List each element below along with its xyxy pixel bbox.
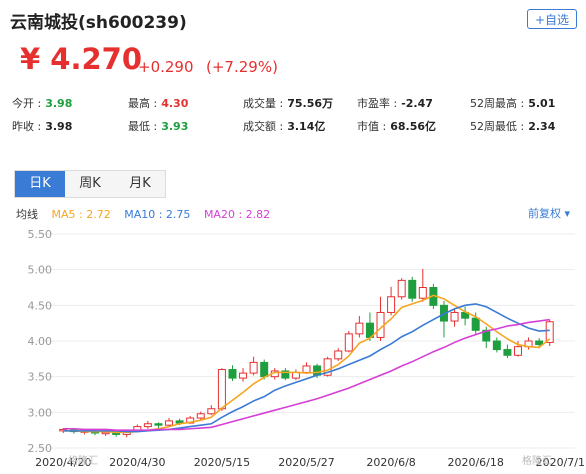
candle-body	[355, 322, 364, 335]
stat-item: 最低 :3.93	[128, 118, 188, 134]
candle-body	[249, 361, 258, 374]
candle-body	[281, 370, 290, 379]
stat-item: 最高 :4.30	[128, 95, 188, 111]
y-tick-label: 4.00	[28, 335, 53, 348]
add-watchlist-button[interactable]: +自选	[527, 9, 577, 29]
price-change-percent: (+7.29%)	[206, 58, 278, 76]
stat-label: 市值 :	[357, 120, 387, 133]
candle-body	[239, 372, 248, 379]
y-tick-label: 4.50	[28, 299, 53, 312]
candle-body	[334, 350, 343, 360]
candle-body	[143, 423, 152, 428]
candle-body	[217, 369, 226, 410]
candle-body	[302, 365, 311, 373]
stat-item: 成交额 :3.14亿	[243, 118, 325, 134]
stat-value: 3.98	[45, 120, 73, 133]
candle-body	[418, 287, 427, 299]
stat-label: 成交额 :	[243, 120, 284, 133]
stat-item: 市值 :68.56亿	[357, 118, 436, 134]
ma-label: 均线	[16, 208, 38, 221]
page-title: 云南城投(sh600239)	[10, 13, 187, 33]
ma-legend: 均线 MA5 : 2.72 MA10 : 2.75 MA20 : 2.82	[16, 206, 280, 222]
y-tick-label: 3.00	[28, 406, 53, 419]
stat-value: 5.01	[528, 97, 556, 110]
ma10-line	[63, 303, 550, 433]
candle-body	[408, 279, 417, 299]
stat-value: 75.56万	[287, 97, 333, 110]
stat-item: 昨收 :3.98	[12, 118, 72, 134]
watermark-right: 格隆汇	[522, 456, 552, 467]
y-tick-label: 5.50	[28, 228, 53, 241]
y-tick-label: 3.50	[28, 371, 53, 384]
stat-label: 最高 :	[128, 97, 158, 110]
candle-body	[165, 420, 174, 426]
stat-label: 市盈率 :	[357, 97, 398, 110]
stat-value: 3.98	[45, 97, 73, 110]
stat-value: 2.34	[528, 120, 556, 133]
x-tick-label: 2020/7/1	[536, 456, 585, 469]
candle-body	[545, 321, 554, 343]
current-price: ¥ 4.270	[20, 42, 143, 76]
stat-value: -2.47	[401, 97, 433, 110]
stat-item: 52周最高 :5.01	[470, 95, 555, 111]
candle-body	[397, 279, 406, 298]
stat-label: 昨收 :	[12, 120, 42, 133]
tab-daily-k[interactable]: 日K	[15, 171, 65, 197]
y-tick-label: 2.50	[28, 442, 53, 455]
tab-monthly-k[interactable]: 月K	[115, 171, 165, 197]
candle-body	[154, 423, 163, 426]
stat-label: 52周最低 :	[470, 120, 525, 133]
kline-tabs: 日K 周K 月K	[14, 170, 166, 198]
x-tick-label: 2020/4/20	[35, 456, 91, 469]
ma20-line	[63, 318, 550, 431]
x-tick-label: 2020/5/15	[194, 456, 250, 469]
candle-body	[207, 408, 216, 415]
candle-body	[112, 432, 121, 435]
candle-body	[503, 349, 512, 356]
stat-label: 52周最高 :	[470, 97, 525, 110]
stat-item: 今开 :3.98	[12, 95, 72, 111]
candle-body	[450, 311, 459, 322]
candle-body	[323, 358, 332, 376]
candle-body	[228, 369, 237, 379]
candle-body	[471, 317, 480, 331]
candle-body	[387, 296, 396, 313]
y-tick-label: 5.00	[28, 264, 53, 277]
stat-value: 3.93	[161, 120, 189, 133]
tab-weekly-k[interactable]: 周K	[65, 171, 115, 197]
x-tick-label: 2020/4/30	[109, 456, 165, 469]
candle-body	[196, 413, 205, 419]
ma10-legend: MA10 : 2.75	[124, 208, 191, 221]
candle-body	[260, 361, 269, 378]
stat-label: 最低 :	[128, 120, 158, 133]
stat-item: 成交量 :75.56万	[243, 95, 333, 111]
candle-body	[492, 340, 501, 351]
x-tick-label: 2020/6/18	[447, 456, 503, 469]
candle-body	[344, 333, 353, 352]
stat-item: 市盈率 : -2.47	[357, 95, 433, 111]
ma20-legend: MA20 : 2.82	[203, 208, 271, 221]
stat-item: 52周最低 :2.34	[470, 118, 555, 134]
price-change: +0.290	[138, 58, 194, 76]
x-tick-label: 2020/5/27	[278, 456, 334, 469]
candle-body	[535, 340, 544, 346]
stat-label: 成交量 :	[243, 97, 284, 110]
x-tick-label: 2020/6/8	[366, 456, 415, 469]
stat-value: 68.56亿	[390, 120, 436, 133]
stat-value: 3.14亿	[287, 120, 326, 133]
watermark-left: 格隆汇	[68, 456, 98, 467]
stat-label: 今开 :	[12, 97, 42, 110]
candle-body	[513, 346, 522, 356]
stat-value: 4.30	[161, 97, 189, 110]
ma5-legend: MA5 : 2.72	[51, 208, 111, 221]
adjust-dropdown[interactable]: 前复权 ▾	[528, 207, 571, 220]
